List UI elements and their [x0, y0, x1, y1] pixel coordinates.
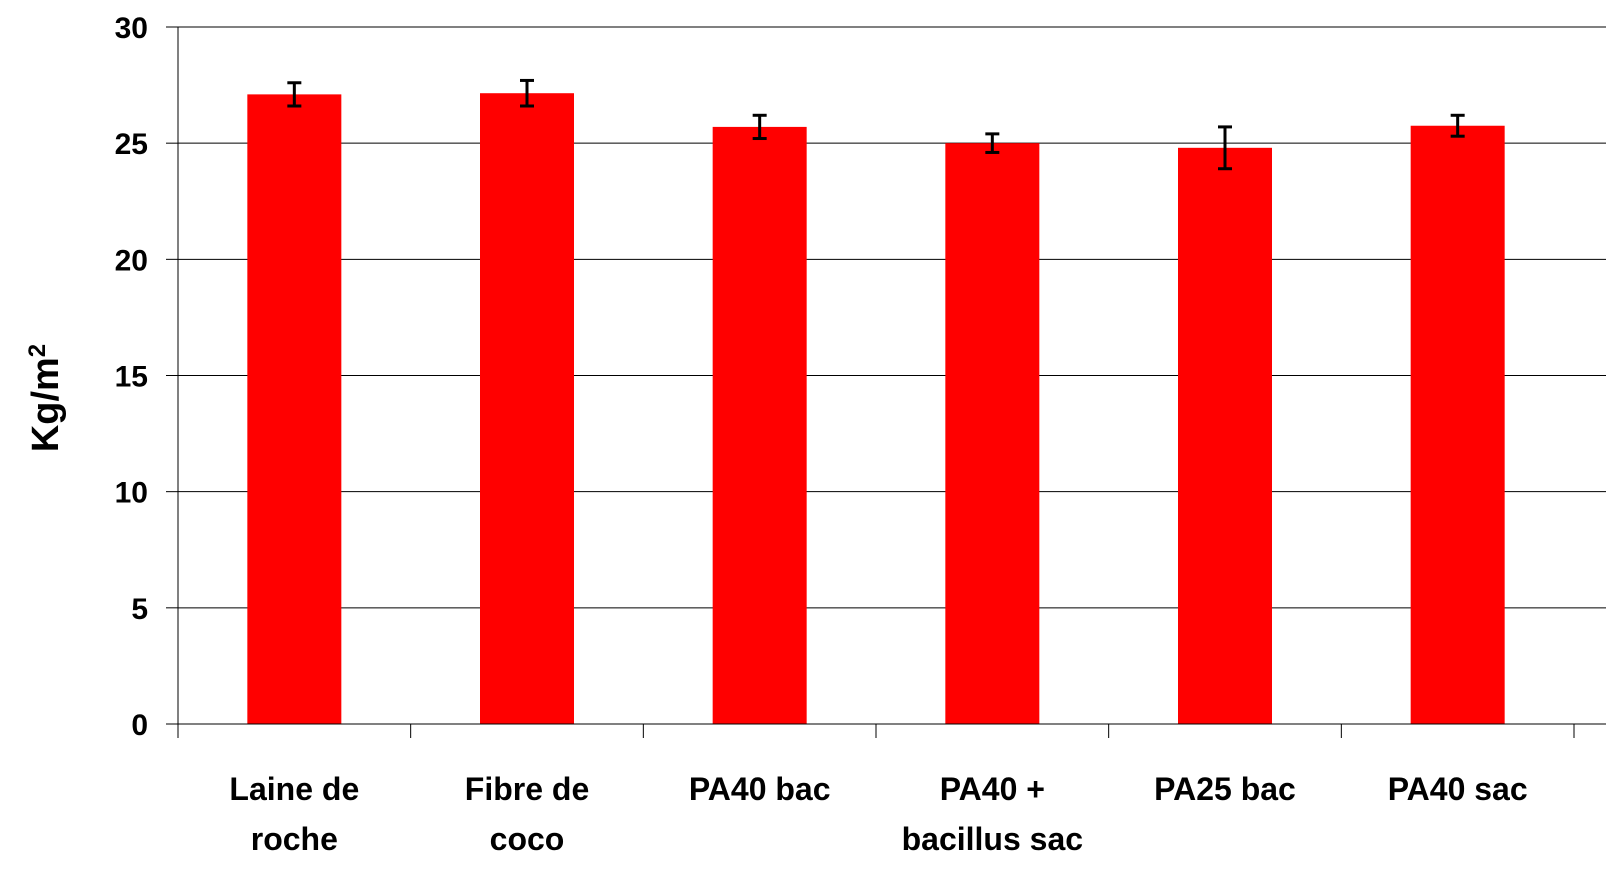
y-tick-label: 5: [131, 593, 148, 626]
y-axis-label: Kg/m2: [24, 344, 68, 452]
bar: [945, 143, 1040, 724]
y-tick-label: 10: [115, 477, 148, 510]
y-tick-labels: 0 5 10 15 20 25 30: [115, 12, 148, 742]
bars: [247, 93, 1505, 725]
error-bars: [287, 78, 1465, 171]
x-tick-label: PA40 bac: [689, 771, 831, 807]
x-tick-label: PA40 + bacillus sac: [902, 771, 1083, 857]
y-tick-label: 20: [115, 244, 148, 277]
x-tick-labels: Laine de roche Fibre de coco PA40 bac PA40 + b…: [229, 771, 1527, 857]
gridlines: [178, 26, 1606, 609]
x-tick-label: Fibre de coco: [465, 771, 589, 857]
bar: [712, 126, 807, 725]
x-tick-label: PA25 bac: [1154, 771, 1296, 807]
x-tick-label: PA40 sac: [1388, 771, 1528, 807]
bar: [247, 94, 342, 725]
axes: [166, 26, 1606, 738]
bar: [1178, 147, 1272, 724]
y-tick-label: 0: [131, 709, 148, 742]
y-tick-label: 30: [115, 12, 148, 45]
bar: [1410, 125, 1505, 724]
bar: [480, 93, 574, 725]
x-tick-label: Laine de roche: [229, 771, 359, 857]
y-tick-label: 15: [115, 361, 148, 394]
y-tick-label: 25: [115, 128, 148, 161]
